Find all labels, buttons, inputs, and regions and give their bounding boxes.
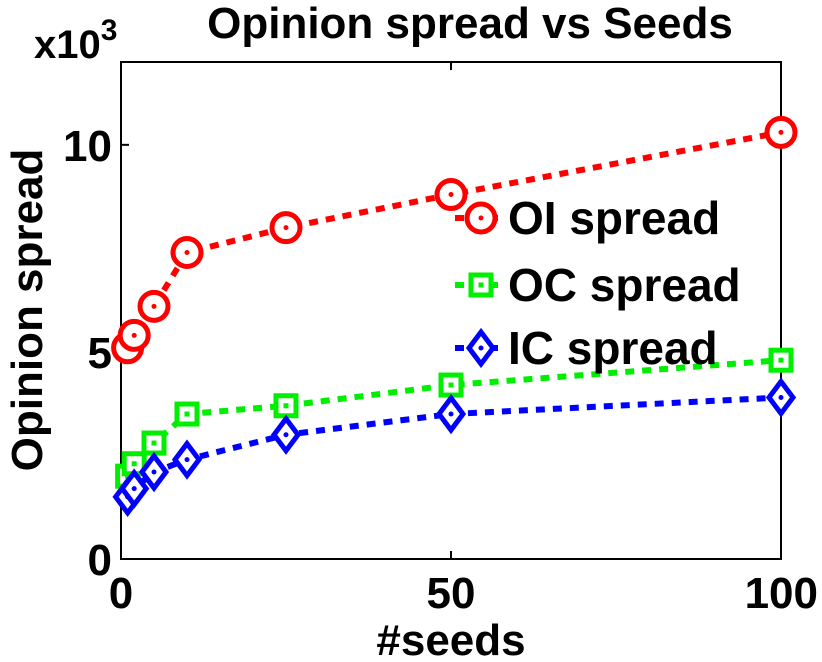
y-multiplier-exponent: 3 [101,14,118,47]
y-multiplier: x103 [34,14,117,67]
legend-item: OI spread [455,192,720,244]
legend-marker-center [478,282,484,288]
legend-label: OI spread [508,192,720,244]
data-point-diamond-center [778,394,784,400]
chart-title: Opinion spread vs Seeds [207,0,733,48]
y-tick-label: 5 [88,329,112,378]
legend-marker-center [478,215,484,221]
data-point-square-center [448,382,454,388]
data-point-circle-center [184,250,190,256]
data-point-diamond-center [131,486,137,492]
data-point-square-center [283,403,289,409]
y-tick-label: 10 [63,122,112,171]
legend: OI spread OC spread IC spread [455,192,741,374]
legend-item: IC spread [455,322,718,374]
legend-label: OC spread [508,259,741,311]
data-point-circle-center [778,129,784,135]
data-point-circle-center [131,332,137,338]
axis-ticks: 0 50 100 0 5 10 [63,62,818,618]
x-tick-label: 50 [427,569,476,618]
x-tick-label: 100 [745,569,818,618]
data-point-diamond-center [283,432,289,438]
series-diamond [112,377,797,518]
y-multiplier-base: x10 [34,23,101,67]
legend-label: IC spread [508,322,718,374]
data-point-square-center [778,357,784,363]
y-axis-label: Opinion spread [3,149,52,472]
data-point-square-center [151,440,157,446]
data-point-square-center [184,411,190,417]
data-point-square-center [131,461,137,467]
data-point-diamond-center [448,411,454,417]
series-circle [111,115,798,365]
x-axis-label: #seeds [376,616,525,662]
data-point-circle-center [283,225,289,231]
data-point-circle-center [448,192,454,198]
data-point-circle-center [151,303,157,309]
x-tick-label: 0 [109,569,133,618]
data-point-diamond-center [184,457,190,463]
legend-marker-center [478,345,484,351]
series-layer [111,115,798,518]
y-tick-label: 0 [88,536,112,585]
data-point-diamond-center [151,469,157,475]
legend-item: OC spread [455,259,741,311]
